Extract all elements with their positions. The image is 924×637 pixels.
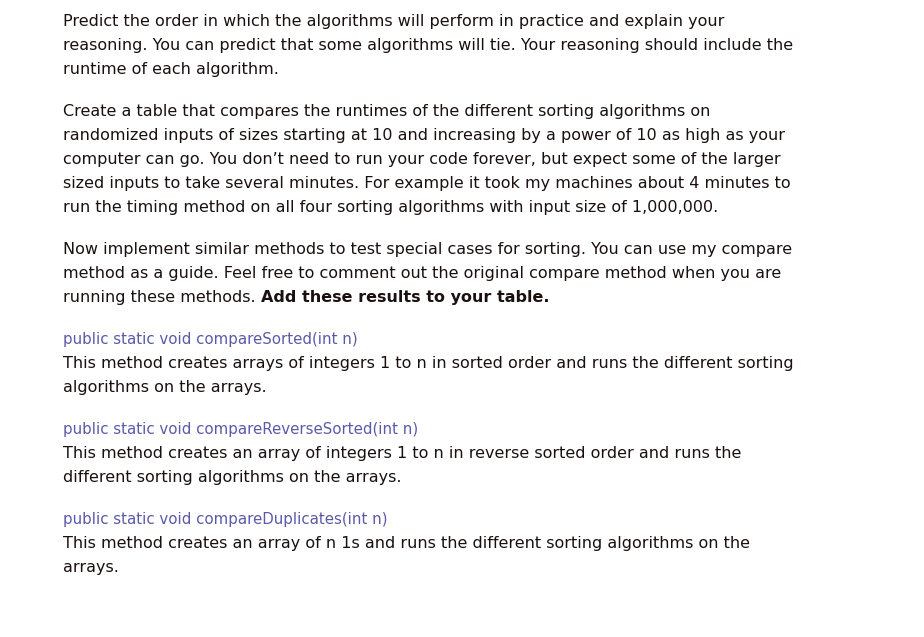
Text: public static void compareDuplicates(int n): public static void compareDuplicates(int…: [63, 512, 388, 527]
Text: randomized inputs of sizes starting at 10 and increasing by a power of 10 as hig: randomized inputs of sizes starting at 1…: [63, 128, 785, 143]
Text: method as a guide. Feel free to comment out the original compare method when you: method as a guide. Feel free to comment …: [63, 266, 782, 281]
Text: Add these results to your table.: Add these results to your table.: [261, 290, 549, 305]
Text: arrays.: arrays.: [63, 560, 119, 575]
Text: Predict the order in which the algorithms will perform in practice and explain y: Predict the order in which the algorithm…: [63, 14, 724, 29]
Text: public static void compareReverseSorted(int n): public static void compareReverseSorted(…: [63, 422, 419, 437]
Text: different sorting algorithms on the arrays.: different sorting algorithms on the arra…: [63, 470, 402, 485]
Text: running these methods.: running these methods.: [63, 290, 261, 305]
Text: This method creates an array of n 1s and runs the different sorting algorithms o: This method creates an array of n 1s and…: [63, 536, 750, 551]
Text: run the timing method on all four sorting algorithms with input size of 1,000,00: run the timing method on all four sortin…: [63, 200, 718, 215]
Text: Create a table that compares the runtimes of the different sorting algorithms on: Create a table that compares the runtime…: [63, 104, 711, 119]
Text: runtime of each algorithm.: runtime of each algorithm.: [63, 62, 279, 77]
Text: Now implement similar methods to test special cases for sorting. You can use my : Now implement similar methods to test sp…: [63, 242, 792, 257]
Text: This method creates arrays of integers 1 to n in sorted order and runs the diffe: This method creates arrays of integers 1…: [63, 356, 794, 371]
Text: algorithms on the arrays.: algorithms on the arrays.: [63, 380, 267, 395]
Text: reasoning. You can predict that some algorithms will tie. Your reasoning should : reasoning. You can predict that some alg…: [63, 38, 793, 53]
Text: computer can go. You don’t need to run your code forever, but expect some of the: computer can go. You don’t need to run y…: [63, 152, 781, 167]
Text: This method creates an array of integers 1 to n in reverse sorted order and runs: This method creates an array of integers…: [63, 446, 741, 461]
Text: public static void compareSorted(int n): public static void compareSorted(int n): [63, 332, 358, 347]
Text: sized inputs to take several minutes. For example it took my machines about 4 mi: sized inputs to take several minutes. Fo…: [63, 176, 791, 191]
